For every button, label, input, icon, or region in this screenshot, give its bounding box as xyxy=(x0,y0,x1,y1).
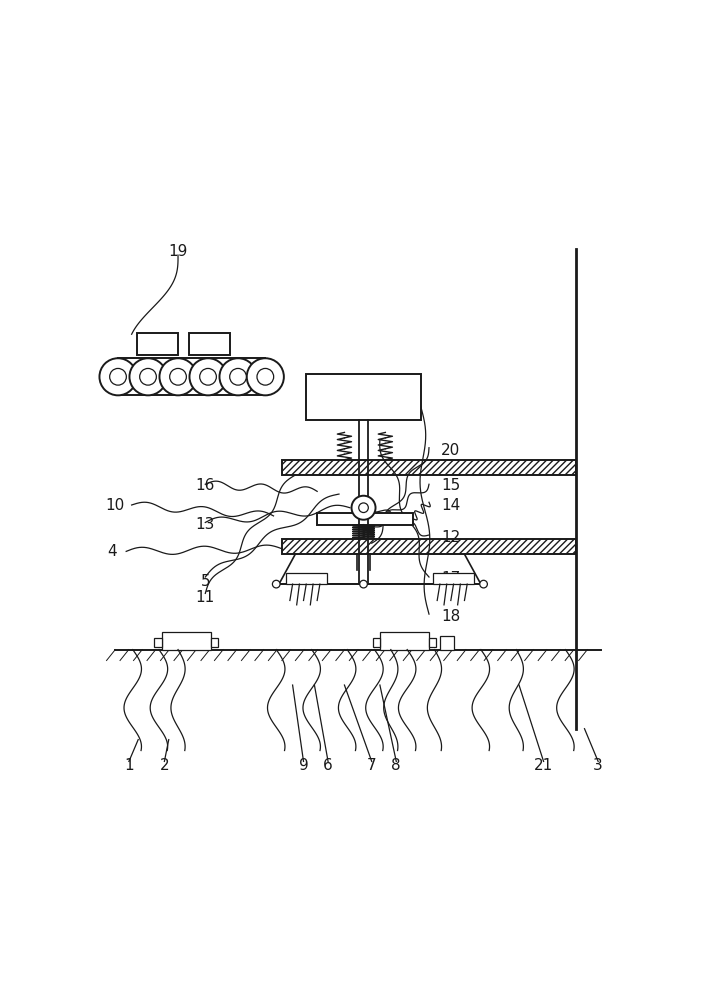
Circle shape xyxy=(99,358,137,395)
Bar xyxy=(373,638,380,647)
Bar xyxy=(306,374,421,420)
Text: 7: 7 xyxy=(367,758,377,773)
Text: 2: 2 xyxy=(160,758,169,773)
Text: 15: 15 xyxy=(441,478,460,493)
Bar xyxy=(162,632,210,650)
Bar xyxy=(189,333,230,355)
Text: 11: 11 xyxy=(196,590,215,605)
Bar xyxy=(286,573,327,584)
Text: 17: 17 xyxy=(441,571,460,586)
Bar xyxy=(210,638,218,647)
Circle shape xyxy=(247,358,284,395)
Text: 21: 21 xyxy=(534,758,553,773)
Bar xyxy=(282,539,577,554)
Bar xyxy=(380,632,429,650)
Text: 16: 16 xyxy=(196,478,215,493)
Bar xyxy=(440,636,453,650)
Text: 8: 8 xyxy=(391,758,401,773)
Circle shape xyxy=(230,368,246,385)
Text: 10: 10 xyxy=(106,497,125,512)
Text: 6: 6 xyxy=(323,758,333,773)
Bar xyxy=(429,638,436,647)
Text: 5: 5 xyxy=(201,574,210,589)
Bar xyxy=(318,513,413,525)
Text: 19: 19 xyxy=(168,244,188,259)
Text: 9: 9 xyxy=(298,758,308,773)
Text: 18: 18 xyxy=(441,609,460,624)
Circle shape xyxy=(272,580,280,588)
Text: 3: 3 xyxy=(593,758,603,773)
Text: 20: 20 xyxy=(441,443,460,458)
Circle shape xyxy=(160,358,196,395)
Circle shape xyxy=(220,358,256,395)
Text: 12: 12 xyxy=(441,530,460,545)
Circle shape xyxy=(257,368,274,385)
Circle shape xyxy=(351,496,375,520)
Circle shape xyxy=(479,580,487,588)
Bar xyxy=(137,333,178,355)
Bar xyxy=(282,460,577,475)
Text: 14: 14 xyxy=(441,497,460,512)
Circle shape xyxy=(110,368,126,385)
Text: 4: 4 xyxy=(108,544,118,559)
Bar xyxy=(154,638,162,647)
Circle shape xyxy=(200,368,216,385)
Circle shape xyxy=(189,358,227,395)
Text: 1: 1 xyxy=(124,758,134,773)
Circle shape xyxy=(130,358,167,395)
Circle shape xyxy=(139,368,156,385)
Text: 13: 13 xyxy=(196,517,215,532)
Circle shape xyxy=(360,580,367,588)
Bar xyxy=(433,573,474,584)
Circle shape xyxy=(170,368,187,385)
Circle shape xyxy=(359,503,368,513)
